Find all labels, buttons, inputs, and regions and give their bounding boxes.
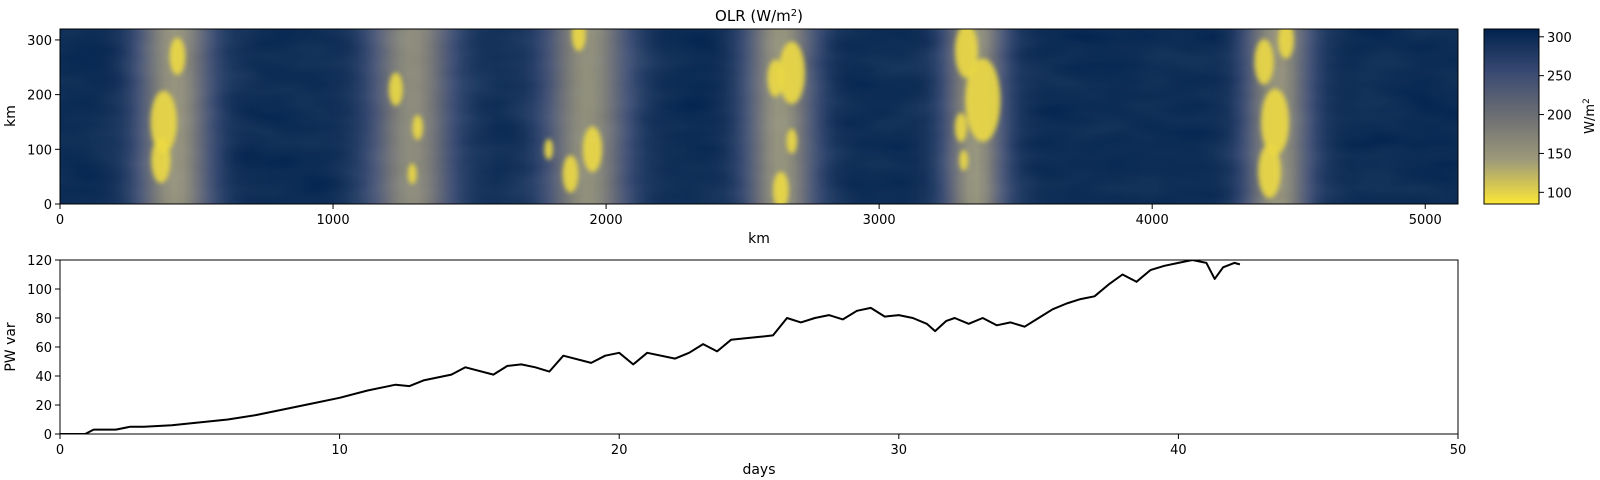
cloud-cell (1278, 29, 1294, 59)
cloud-cell (786, 128, 798, 154)
y-tick-label: 20 (35, 399, 52, 414)
x-tick-label: 5000 (1409, 213, 1442, 228)
pw-var-line-panel: 0 10 20 30 40 50 0 20 40 60 80 100 120 days PW var (3, 254, 1466, 478)
cloud-cell (955, 29, 978, 78)
heatmap-y-axis: 0 100 200 300 (27, 34, 60, 213)
heatmap-x-axis: 0 1000 2000 3000 4000 5000 (56, 204, 1442, 228)
colorbar-tick-label: 250 (1547, 70, 1572, 85)
olr-cloud-cells (150, 29, 1294, 204)
cloud-cell (772, 171, 789, 204)
x-tick-label: 1000 (317, 213, 350, 228)
cloud-cell (582, 126, 603, 173)
line-x-axis: 0 10 20 30 40 50 (56, 434, 1466, 458)
cloud-cell (169, 37, 186, 76)
cloud-cell (388, 72, 403, 106)
cloud-cell (778, 41, 805, 104)
colorbar-label: W/m2 (1582, 98, 1598, 134)
heatmap-y-label: km (3, 105, 19, 127)
x-tick-label: 30 (891, 443, 908, 458)
y-tick-label: 300 (27, 34, 52, 49)
y-tick-label: 60 (35, 341, 52, 356)
y-tick-label: 80 (35, 312, 52, 327)
cloud-cell (544, 138, 554, 160)
colorbar-tick-label: 200 (1547, 109, 1572, 124)
line-y-label: PW var (3, 322, 19, 372)
x-tick-label: 20 (611, 443, 628, 458)
line-x-label: days (742, 462, 775, 478)
cloud-cell (1254, 38, 1274, 85)
cloud-cell (965, 58, 1001, 142)
y-tick-label: 100 (27, 283, 52, 298)
olr-texture (60, 29, 1458, 204)
cloud-cell (954, 112, 968, 142)
y-tick-label: 0 (44, 198, 52, 213)
colorbar-tick-label: 100 (1547, 186, 1572, 201)
y-tick-label: 120 (27, 254, 52, 269)
x-tick-label: 0 (56, 443, 64, 458)
y-tick-label: 100 (27, 143, 52, 158)
x-tick-label: 4000 (1136, 213, 1169, 228)
heatmap-frame (59, 28, 1459, 205)
colorbar-ticks: 100 150 200 250 300 (1539, 31, 1572, 201)
heatmap-x-label: km (748, 231, 770, 247)
line-y-axis: 0 20 40 60 80 100 120 (27, 254, 60, 443)
y-tick-label: 200 (27, 89, 52, 104)
cloud-cell (959, 149, 969, 171)
series-line (60, 260, 1241, 434)
y-tick-label: 40 (35, 370, 52, 385)
colorbar: 100 150 200 250 300 W/m2 (1483, 28, 1598, 205)
cloud-cell (562, 155, 579, 193)
x-tick-label: 0 (56, 213, 64, 228)
x-tick-label: 3000 (863, 213, 896, 228)
cloud-cell (412, 114, 423, 140)
cloud-cell (1258, 144, 1281, 199)
cloud-cell (571, 29, 586, 52)
x-tick-label: 50 (1450, 443, 1467, 458)
cloud-cell (407, 163, 417, 185)
x-tick-label: 2000 (590, 213, 623, 228)
x-tick-label: 40 (1170, 443, 1187, 458)
cloud-cell (1261, 88, 1290, 156)
olr-heatmap-panel: OLR (W/m2) 0 1000 2000 3000 4000 5000 0 100 200… (3, 7, 1459, 247)
chart-title: OLR (W/m2) (715, 7, 803, 25)
line-plot-area (60, 260, 1458, 434)
x-tick-label: 10 (331, 443, 348, 458)
cloud-cell (150, 90, 177, 154)
colorbar-tick-label: 150 (1547, 147, 1572, 162)
colorbar-gradient (1483, 28, 1540, 205)
colorbar-tick-label: 300 (1547, 31, 1572, 46)
y-tick-label: 0 (44, 428, 52, 443)
